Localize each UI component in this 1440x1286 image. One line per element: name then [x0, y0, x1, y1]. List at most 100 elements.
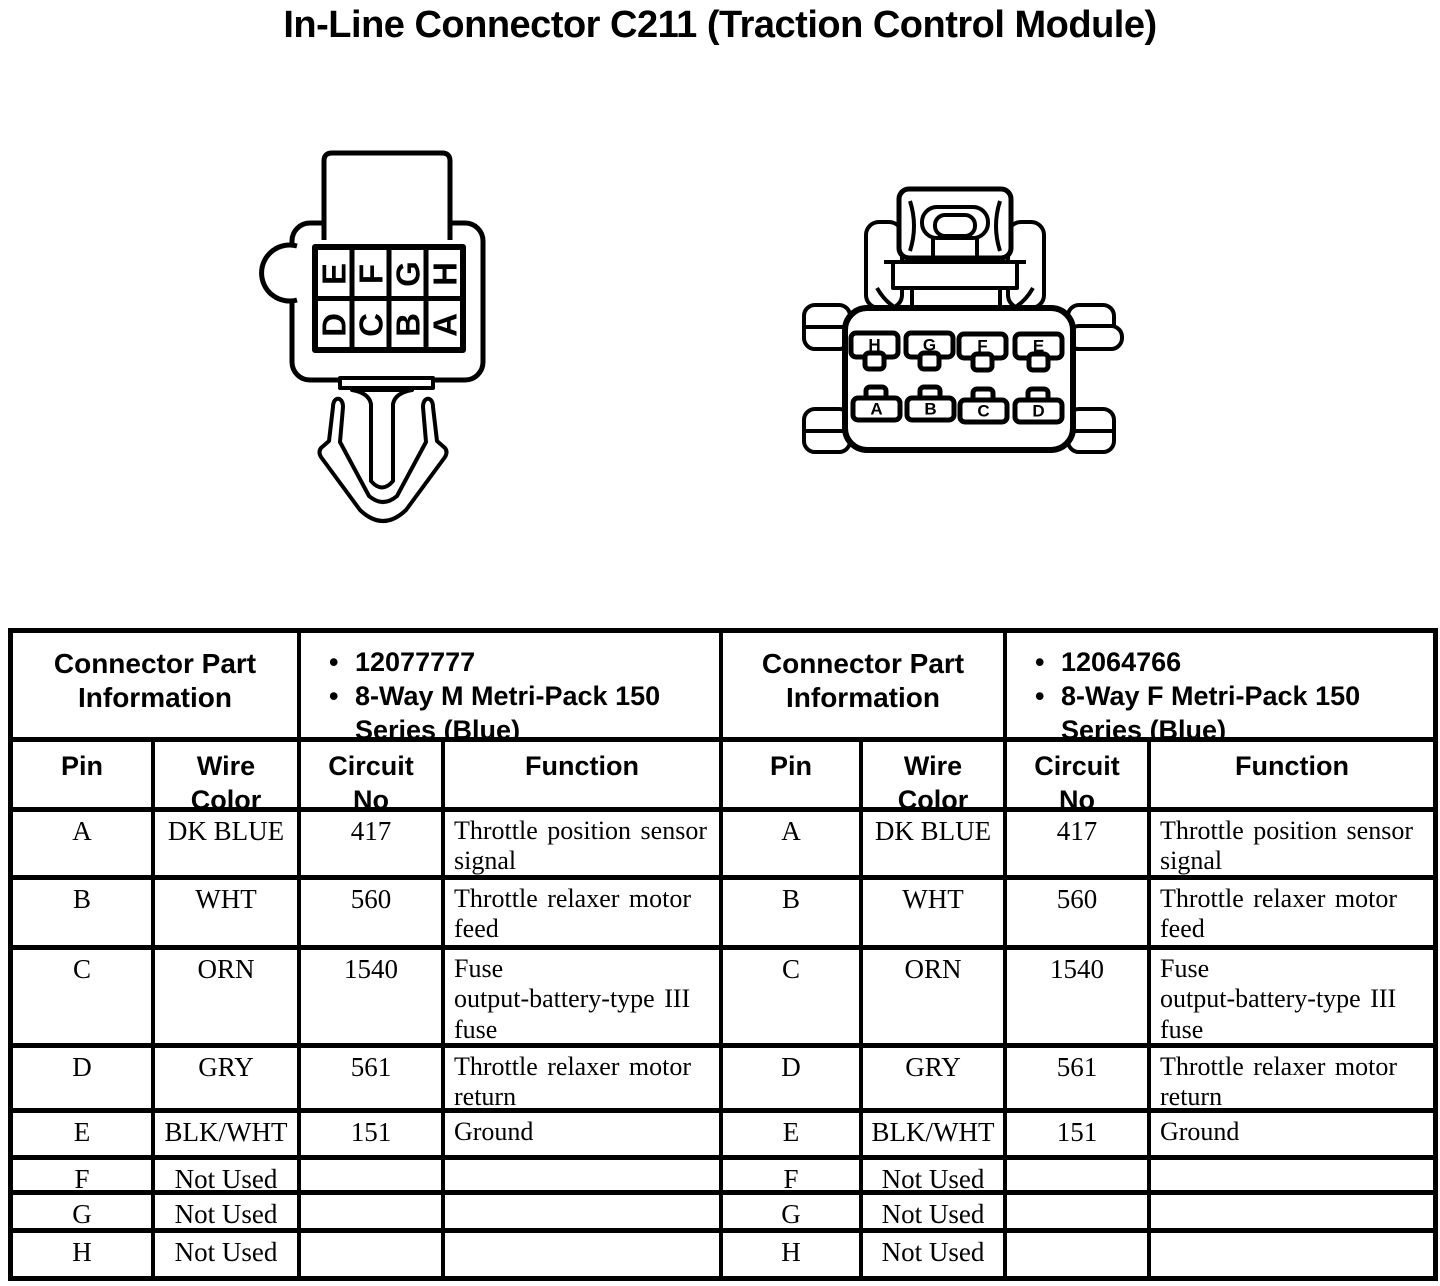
female-shoulder-chamfers — [875, 286, 1035, 308]
col-header-pin: Pin — [723, 742, 863, 812]
col-header-function: Function — [1151, 742, 1433, 812]
circuit-cell — [301, 1195, 445, 1233]
male-connector-diagram: E F G H D C B A — [259, 150, 486, 523]
wire-color-cell: WHT — [863, 880, 1007, 950]
wire-color-cell: Not Used — [863, 1195, 1007, 1233]
pin-cell: C — [13, 950, 155, 1048]
function-cell: Ground — [445, 1113, 723, 1160]
function-cell — [445, 1233, 723, 1276]
pin-label: E — [1033, 337, 1044, 356]
function-cell — [1151, 1195, 1433, 1233]
function-cell: Throttle relaxer motor return — [1151, 1048, 1433, 1113]
circuit-cell: 561 — [1007, 1048, 1151, 1113]
pin-cell: G — [13, 1195, 155, 1233]
wire-color-cell: DK BLUE — [863, 812, 1007, 880]
part-info-header-left: Connector Part Information — [13, 633, 301, 742]
circuit-cell — [301, 1160, 445, 1195]
female-latch-collar — [891, 260, 1019, 290]
pin-label: F — [353, 264, 390, 284]
wire-color-cell: Not Used — [863, 1233, 1007, 1276]
part-info-details-left: • 12077777 • 8-Way M Metri-Pack 150 Series… — [301, 633, 723, 742]
series-bullet: • 8-Way M Metri-Pack 150 Series (Blue) — [329, 679, 715, 737]
bullet-icon: • — [329, 681, 339, 712]
pin-label: A — [427, 313, 464, 337]
wire-color-cell: Not Used — [863, 1160, 1007, 1195]
circuit-cell: 417 — [301, 812, 445, 880]
function-cell — [1151, 1233, 1433, 1276]
male-connector-side-bump — [259, 242, 298, 304]
pinout-table: Connector Part Information • 12077777 • 8-… — [8, 628, 1438, 1281]
female-terminal-slots — [848, 330, 1065, 425]
female-rail-top-right-knob — [1066, 324, 1124, 351]
pin-cell: B — [723, 880, 863, 950]
col-header-function: Function — [445, 742, 723, 812]
pin-cell: H — [13, 1233, 155, 1276]
male-pin-labels: E F G H D C B A — [316, 261, 464, 337]
wire-color-cell: GRY — [155, 1048, 301, 1113]
wire-color-cell: GRY — [863, 1048, 1007, 1113]
col-header-pin: Pin — [13, 742, 155, 812]
wire-color-cell: ORN — [863, 950, 1007, 1048]
male-fastener-barbs — [317, 396, 449, 523]
circuit-cell — [1007, 1195, 1151, 1233]
male-connector-outline — [259, 150, 486, 523]
circuit-cell — [301, 1233, 445, 1276]
function-cell: Ground — [1151, 1113, 1433, 1160]
circuit-cell: 417 — [1007, 812, 1151, 880]
pin-label: D — [1032, 402, 1044, 421]
pin-cell: E — [723, 1113, 863, 1160]
circuit-cell — [1007, 1233, 1151, 1276]
pin-cell: D — [723, 1048, 863, 1113]
bullet-icon: • — [1035, 647, 1045, 677]
circuit-cell: 560 — [1007, 880, 1151, 950]
function-cell: Fuse output-battery-type III fuse — [1151, 950, 1433, 1048]
function-cell: Throttle relaxer motor feed — [445, 880, 723, 950]
circuit-cell: 1540 — [1007, 950, 1151, 1048]
col-header-circuit-no: Circuit No — [1007, 742, 1151, 812]
pin-label: C — [353, 313, 390, 337]
wire-color-cell: ORN — [155, 950, 301, 1048]
function-cell — [445, 1195, 723, 1233]
circuit-cell: 151 — [301, 1113, 445, 1160]
function-cell — [445, 1160, 723, 1195]
series-bullet: • 8-Way F Metri-Pack 150 Series (Blue) — [1035, 679, 1429, 737]
male-fastener-stem — [350, 388, 414, 490]
circuit-cell: 1540 — [301, 950, 445, 1048]
female-connector-body — [842, 305, 1076, 453]
pin-label: H — [868, 336, 880, 355]
circuit-cell — [1007, 1160, 1151, 1195]
part-info-details-right: • 12064766 • 8-Way F Metri-Pack 150 Series… — [1007, 633, 1433, 742]
pin-cell: B — [13, 880, 155, 950]
pin-cell: F — [13, 1160, 155, 1195]
pin-cell: H — [723, 1233, 863, 1276]
pin-label: D — [316, 313, 353, 337]
female-latch-plate-curves — [908, 200, 1002, 252]
wire-color-cell: Not Used — [155, 1233, 301, 1276]
pin-cell: D — [13, 1048, 155, 1113]
function-cell: Throttle relaxer motor feed — [1151, 880, 1433, 950]
function-cell: Throttle position sensor signal — [1151, 812, 1433, 880]
pin-cell: A — [13, 812, 155, 880]
pin-cell: E — [13, 1113, 155, 1160]
wire-color-cell: WHT — [155, 880, 301, 950]
part-number-bullet: • 12077777 — [329, 645, 715, 679]
male-pin-grid-lines — [315, 247, 463, 350]
pin-cell: C — [723, 950, 863, 1048]
pin-label: A — [870, 400, 882, 419]
circuit-cell: 151 — [1007, 1113, 1151, 1160]
wire-color-cell: Not Used — [155, 1160, 301, 1195]
part-info-header-right: Connector Part Information — [723, 633, 1007, 742]
pin-label: B — [390, 313, 427, 337]
circuit-cell: 561 — [301, 1048, 445, 1113]
male-fastener-ledge — [338, 376, 435, 390]
pin-label: H — [427, 262, 464, 286]
female-latch-slot-inner — [933, 213, 977, 238]
wire-color-cell: DK BLUE — [155, 812, 301, 880]
col-header-wire-color: Wire Color — [863, 742, 1007, 812]
function-cell: Throttle relaxer motor return — [445, 1048, 723, 1113]
col-header-circuit-no: Circuit No — [301, 742, 445, 812]
pin-label: F — [977, 337, 987, 356]
pin-label: G — [923, 336, 936, 355]
pin-label: G — [390, 261, 427, 287]
col-header-wire-color: Wire Color — [155, 742, 301, 812]
